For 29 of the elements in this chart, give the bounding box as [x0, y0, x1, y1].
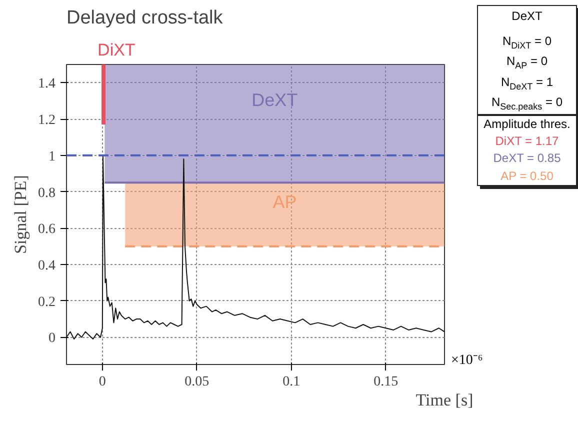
x-tick-label: 0.1 — [282, 374, 300, 390]
text: DeXT = 0.85 — [492, 150, 562, 168]
text: DiXT = 1.17 — [494, 133, 560, 150]
text: N$_{DeXT}$ = 1 — [500, 74, 554, 93]
text: AP = 0.50 — [500, 168, 554, 184]
series-label: AP — [272, 192, 297, 212]
x-tick-label: 0.15 — [374, 374, 398, 390]
y-tick-label: 0.6 — [38, 222, 56, 238]
text: DeXT — [252, 90, 298, 110]
y-tick-label: 0.2 — [38, 294, 56, 310]
y-tick-label: 1.4 — [38, 76, 56, 92]
y-tick-label: 1 — [48, 149, 56, 164]
text: N$_{AP}$ = 0 — [505, 53, 549, 73]
text: ×10⁻⁶ — [451, 352, 483, 370]
y-tick-label: 0.8 — [38, 186, 56, 201]
x-axis-title: Time [s] — [416, 390, 474, 410]
y-axis-title: Signal [PE] — [11, 175, 30, 254]
series-label: DiXT — [98, 40, 136, 60]
text: N$_{Sec.peaks}$ = 0 — [490, 94, 564, 114]
chart-title: Delayed cross-talk — [66, 8, 224, 28]
text: DeXT — [510, 8, 544, 25]
x-tick-label: 0 — [98, 374, 106, 390]
x-tick-label: 0.05 — [184, 374, 210, 390]
text: N$_{DiXT}$ = 0 — [501, 33, 553, 52]
y-tick-label: 0.4 — [38, 258, 56, 274]
line-series — [66, 154, 444, 340]
y-tick-label: 0 — [48, 331, 56, 346]
text: Amplitude thres. — [482, 116, 572, 134]
y-tick-label: 1.2 — [38, 113, 56, 128]
